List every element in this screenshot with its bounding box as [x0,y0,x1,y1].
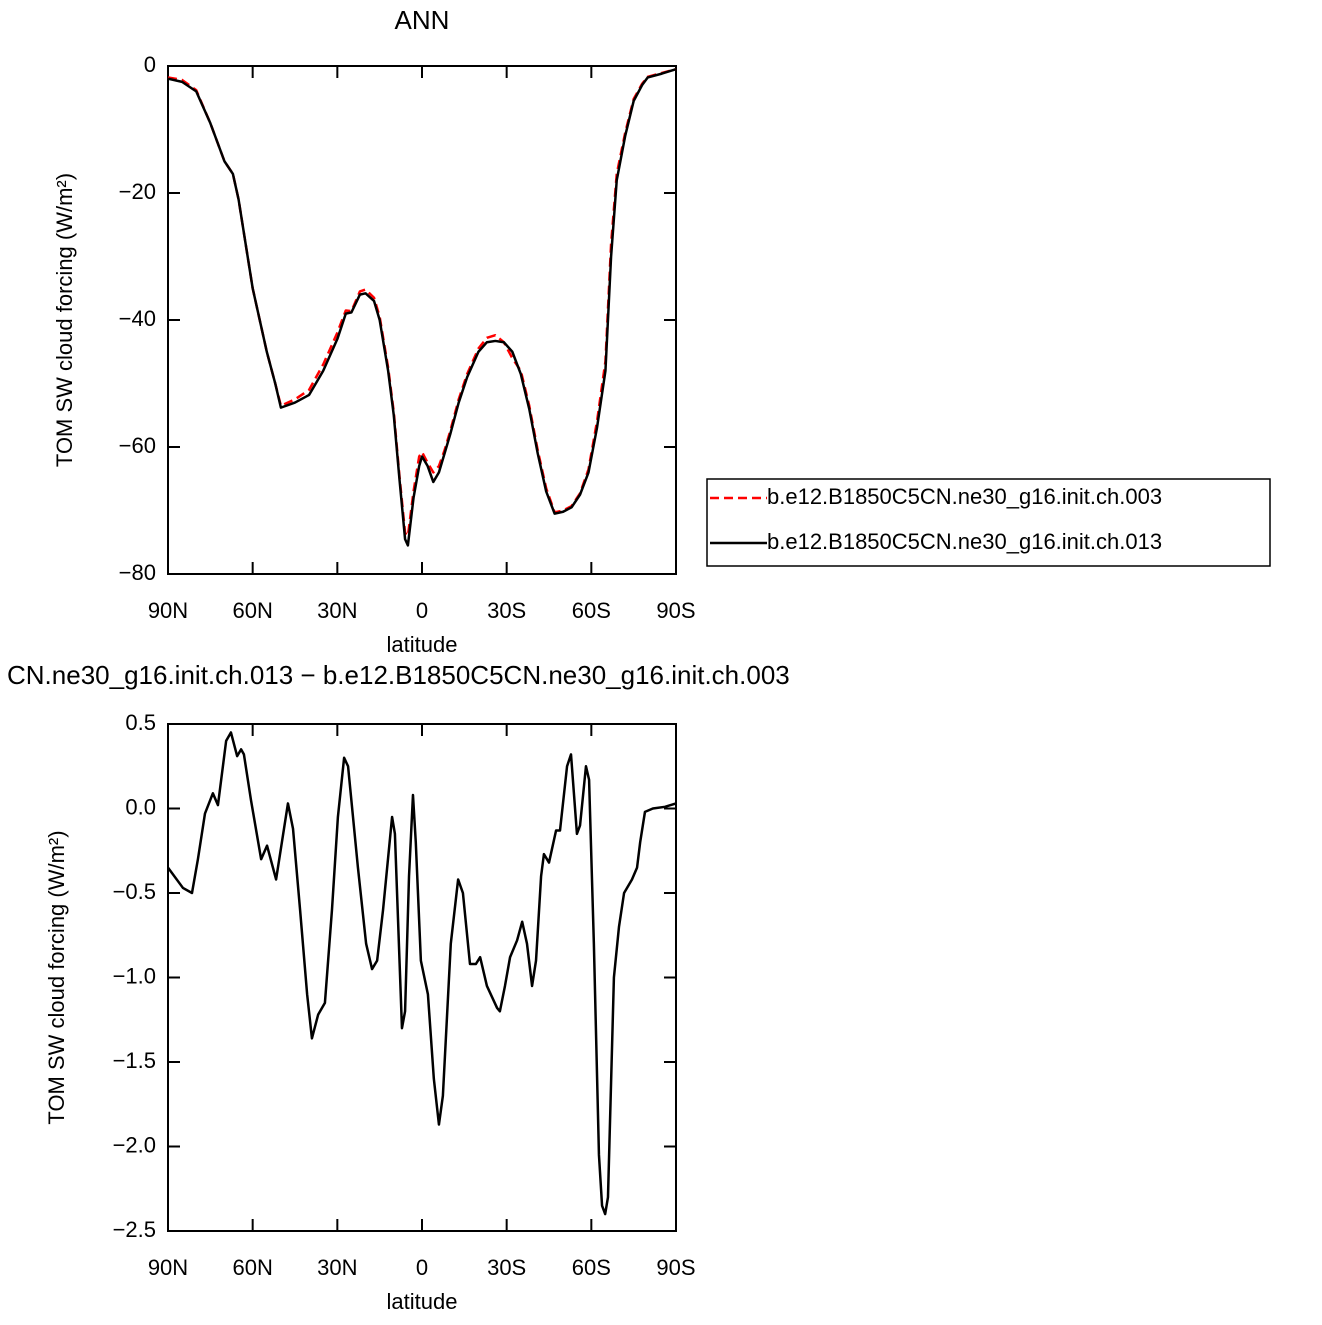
x-tick-label: 0 [416,1255,428,1280]
plot-frame [167,65,677,575]
y-tick-label: −1.0 [113,963,156,988]
y-axis-label: TOM SW cloud forcing (W/m²) [52,173,77,467]
y-tick-label: −80 [119,560,156,585]
legend-label: b.e12.B1850C5CN.ne30_g16.init.ch.013 [767,529,1162,554]
x-axis-label: latitude [387,1289,458,1314]
y-tick-label: 0 [144,52,156,77]
y-axis-label: TOM SW cloud forcing (W/m²) [44,830,69,1124]
x-axis-label: latitude [387,632,458,657]
x-tick-label: 90N [148,1255,188,1280]
y-tick-label: 0.5 [125,710,156,735]
legend-label: b.e12.B1850C5CN.ne30_g16.init.ch.003 [767,484,1162,509]
y-tick-label: −40 [119,306,156,331]
legend-box [706,478,1271,567]
y-tick-label: −60 [119,433,156,458]
x-tick-label: 90N [148,598,188,623]
x-tick-label: 60N [232,1255,272,1280]
y-tick-label: −0.5 [113,879,156,904]
y-tick-label: −2.0 [113,1132,156,1157]
x-tick-label: 60S [572,1255,611,1280]
data-line [167,67,677,538]
data-line [166,731,677,1216]
x-tick-label: 0 [416,598,428,623]
x-tick-label: 60N [232,598,272,623]
y-tick-label: −1.5 [113,1048,156,1073]
x-tick-label: 90S [656,598,695,623]
x-tick-label: 30N [317,598,357,623]
x-tick-label: 30S [487,598,526,623]
data-line [167,67,677,547]
y-tick-label: 0.0 [125,794,156,819]
x-tick-label: 60S [572,598,611,623]
chart-title: ANN [395,5,450,35]
chart-title: CN.ne30_g16.init.ch.013 − b.e12.B1850C5C… [7,660,790,690]
x-tick-label: 90S [656,1255,695,1280]
y-tick-label: −20 [119,179,156,204]
x-tick-label: 30N [317,1255,357,1280]
x-tick-label: 30S [487,1255,526,1280]
y-tick-label: −2.5 [113,1217,156,1242]
